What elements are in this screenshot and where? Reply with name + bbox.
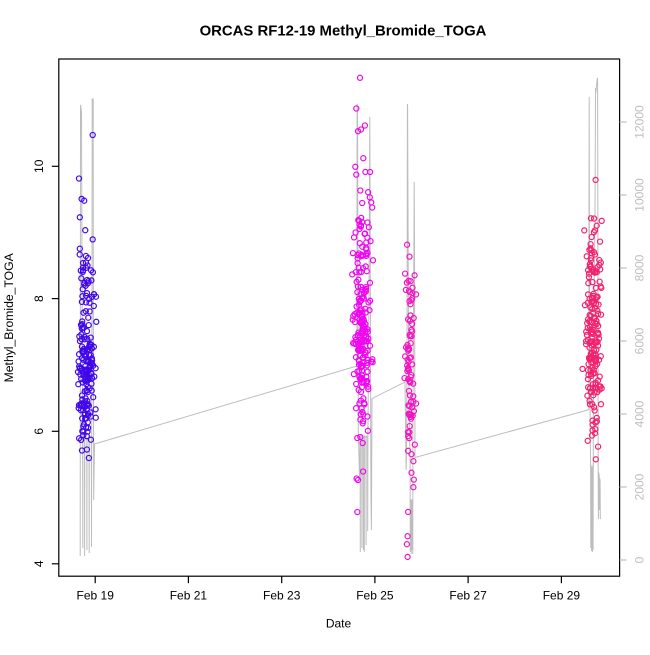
svg-text:Feb 21: Feb 21 bbox=[170, 589, 208, 603]
svg-text:4000: 4000 bbox=[633, 400, 647, 427]
svg-text:12000: 12000 bbox=[633, 105, 647, 139]
svg-text:8: 8 bbox=[32, 295, 46, 302]
svg-text:Date: Date bbox=[326, 617, 352, 631]
svg-text:ORCAS RF12-19 Methyl_Bromide_T: ORCAS RF12-19 Methyl_Bromide_TOGA bbox=[200, 24, 487, 40]
svg-text:0: 0 bbox=[633, 556, 647, 563]
svg-text:Feb 27: Feb 27 bbox=[449, 589, 487, 603]
svg-text:10000: 10000 bbox=[633, 178, 647, 212]
svg-text:6: 6 bbox=[32, 428, 46, 435]
svg-text:2000: 2000 bbox=[633, 473, 647, 500]
svg-text:8000: 8000 bbox=[633, 254, 647, 281]
svg-text:Feb 23: Feb 23 bbox=[263, 589, 301, 603]
svg-text:4: 4 bbox=[32, 560, 46, 567]
svg-text:6000: 6000 bbox=[633, 327, 647, 354]
svg-text:Methyl_Bromide_TOGA: Methyl_Bromide_TOGA bbox=[2, 252, 16, 382]
svg-text:Feb 19: Feb 19 bbox=[77, 589, 115, 603]
svg-text:Feb 25: Feb 25 bbox=[356, 589, 394, 603]
svg-text:Feb 29: Feb 29 bbox=[543, 589, 581, 603]
svg-text:10: 10 bbox=[32, 159, 46, 173]
